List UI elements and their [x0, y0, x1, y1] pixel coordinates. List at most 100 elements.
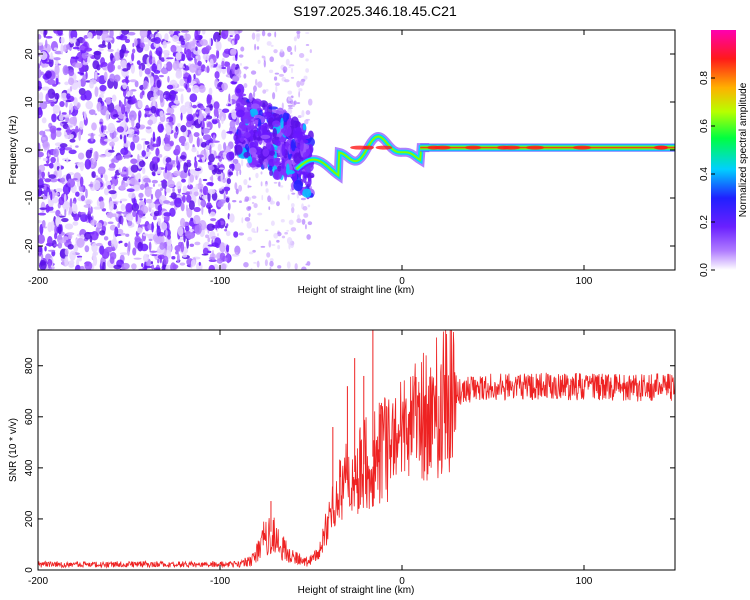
spectrogram-noise-cell [41, 220, 46, 228]
spectrogram-noise-cell [58, 167, 62, 179]
spectrogram-noise-cell [165, 229, 168, 238]
spectrogram-noise-cell [47, 262, 52, 269]
spectrogram-noise-cell [229, 213, 235, 223]
spectrogram-transition-cell [257, 125, 268, 138]
spectrogram-noise-cell [58, 196, 65, 206]
spectrogram-noise-cell [104, 37, 113, 41]
spectrogram-noise-cell [194, 30, 199, 41]
spectrogram-noise-cell [137, 99, 143, 109]
spectrogram-scatter-cell [262, 89, 267, 94]
spectrogram-noise-cell [132, 247, 137, 256]
spectrogram-noise-cell [212, 31, 221, 43]
spectrogram-transition-cell [281, 158, 285, 169]
spectrogram-noise-cell [165, 57, 174, 60]
spectrogram-xtick-label: 100 [576, 276, 593, 287]
spectrogram-noise-cell [72, 46, 80, 50]
spectrogram-scatter-cell [303, 75, 308, 80]
spectrogram-noise-cell [94, 71, 98, 80]
spectrogram-noise-cell [96, 222, 103, 228]
spectrogram-scatter-cell [248, 213, 251, 218]
spectrogram-scatter-cell [239, 63, 243, 66]
spectrogram-scatter-cell [294, 263, 298, 270]
spectrogram-scatter-cell [276, 201, 280, 207]
spectrogram-transition-cell [272, 113, 278, 117]
spectrogram-noise-cell [132, 210, 137, 218]
spectrogram-noise-cell [174, 197, 182, 208]
spectrogram-noise-cell [197, 60, 202, 67]
spectrogram-noise-cell [173, 170, 181, 177]
spectrogram-noise-cell [213, 150, 217, 159]
spectrogram-scatter-cell [269, 266, 272, 270]
spectrogram-noise-cell [141, 150, 146, 157]
spectrogram-scatter-cell [261, 194, 264, 201]
snr-ytick-label: 800 [24, 357, 35, 374]
spectrogram-noise-cell [107, 184, 112, 190]
spectrogram-noise-cell [149, 75, 154, 87]
spectrogram-noise-cell [109, 52, 114, 61]
spectrogram-scatter-cell [279, 185, 284, 188]
spectrogram-noise-cell [40, 177, 46, 180]
spectrogram-ytick-label: 0 [24, 147, 35, 153]
spectrogram-noise-cell [78, 185, 84, 192]
spectrogram-noise-cell [142, 140, 146, 152]
spectrogram-noise-cell [105, 246, 114, 253]
spectrogram-noise-cell [138, 63, 142, 70]
spectrogram-noise-cell [135, 122, 141, 129]
spectrogram-noise-cell [58, 239, 67, 243]
spectrogram-scatter-cell [238, 232, 244, 236]
spectrogram-noise-cell [79, 120, 84, 130]
spectrogram-transition-cell [269, 150, 276, 156]
spectrogram-scatter-cell [306, 261, 311, 266]
spectrogram-noise-cell [152, 215, 157, 221]
spectrogram-noise-cell [41, 117, 47, 124]
spectrogram-noise-cell [223, 142, 227, 151]
spectrogram-noise-cell [38, 106, 42, 116]
spectrogram-noise-cell [163, 143, 172, 152]
spectrogram-noise-cell [211, 242, 219, 247]
spectrogram-noise-cell [195, 46, 198, 52]
spectrogram-scatter-cell [308, 98, 313, 106]
spectrogram-noise-cell [231, 163, 235, 172]
spectrogram-noise-cell [113, 264, 122, 270]
spectrogram-noise-cell [189, 173, 195, 183]
spectrogram-noise-cell [142, 253, 149, 262]
spectrogram-noise-cell [68, 69, 75, 77]
spectrogram-noise-cell [226, 151, 235, 161]
spectrogram-scatter-cell [297, 115, 302, 119]
spectrogram-scatter-cell [288, 66, 291, 68]
spectrogram-scatter-cell [296, 32, 301, 39]
spectrogram-scatter-cell [286, 261, 291, 269]
spectrogram-tone-peak [375, 145, 393, 150]
spectrogram-noise-cell [205, 115, 213, 120]
spectrogram-transition-cell [268, 106, 278, 110]
spectrogram-noise-cell [119, 101, 123, 108]
spectrogram-noise-cell [153, 210, 160, 217]
spectrogram-noise-cell [153, 162, 159, 172]
spectrogram-noise-cell [234, 33, 240, 41]
spectrogram-noise-cell [169, 140, 175, 147]
spectrogram-noise-cell [157, 183, 162, 187]
spectrogram-noise-cell [232, 56, 236, 61]
spectrogram-transition-cell [302, 188, 312, 198]
spectrogram-noise-cell [73, 97, 78, 106]
spectrogram-noise-cell [125, 117, 129, 123]
spectrogram-noise-cell [198, 261, 201, 266]
spectrogram-noise-cell [68, 149, 77, 155]
spectrogram-noise-cell [64, 223, 74, 230]
spectrogram-noise-cell [218, 121, 221, 129]
spectrogram-scatter-cell [248, 251, 254, 255]
spectrogram-noise-cell [234, 68, 242, 77]
spectrogram-scatter-cell [251, 32, 256, 40]
spectrogram-noise-cell [184, 141, 190, 151]
spectrogram-noise-cell [54, 92, 60, 100]
spectrogram-noise-cell [221, 129, 227, 140]
spectrogram-noise-cell [93, 50, 102, 56]
spectrogram-xtick-label: 0 [399, 276, 405, 287]
spectrogram-noise-cell [45, 39, 48, 49]
spectrogram-noise-cell [160, 187, 164, 191]
spectrogram-noise-cell [92, 158, 95, 165]
spectrogram-noise-cell [144, 186, 153, 190]
spectrogram-noise-cell [119, 252, 128, 255]
spectrogram-noise-cell [38, 219, 43, 224]
spectrogram-noise-cell [143, 80, 148, 89]
